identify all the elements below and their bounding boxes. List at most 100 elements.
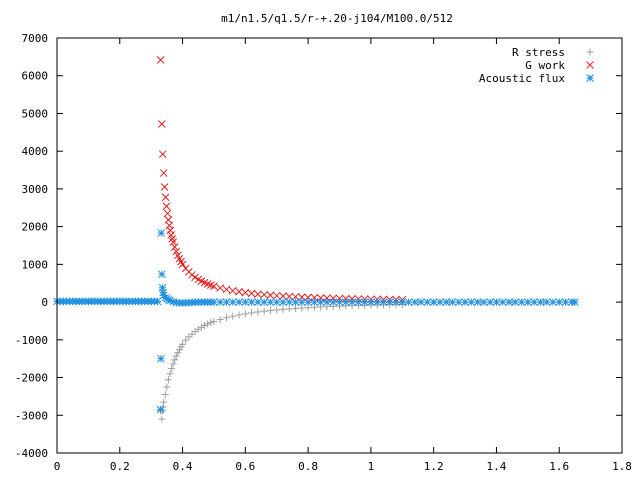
r-stress-point	[210, 318, 218, 326]
legend-label-acoustic-flux: Acoustic flux	[479, 72, 565, 85]
g-work-point	[247, 289, 256, 298]
r-stress-point	[160, 398, 168, 406]
acoustic-flux-point	[216, 298, 225, 306]
y-tick-label: 7000	[22, 32, 49, 45]
y-tick-label: -4000	[15, 447, 48, 460]
acoustic-flux-point	[511, 298, 520, 306]
acoustic-flux-point	[480, 298, 488, 306]
acoustic-flux-point	[260, 298, 269, 306]
r-stress-point	[260, 307, 268, 315]
plot-frame	[56, 37, 623, 454]
axes: 0 0.2 0.4 0.6 0.8 1 1.2 1.4 1.6 1.8 -4000 -3000 -200…	[15, 32, 632, 473]
g-work-point	[285, 292, 294, 301]
acoustic-flux-point	[247, 298, 256, 306]
r-stress-point	[172, 352, 180, 360]
r-stress-point	[279, 305, 287, 313]
g-work-point	[161, 193, 170, 202]
g-work-point	[254, 290, 262, 298]
y-tick-label: -2000	[15, 372, 48, 385]
x-tick-label: 1.4	[487, 460, 507, 473]
acoustic-flux-point	[153, 297, 162, 306]
acoustic-flux-point	[310, 298, 319, 306]
r-stress-point	[273, 306, 281, 314]
legend-label-g-work: G work	[525, 59, 565, 72]
acoustic-flux-point	[492, 298, 501, 306]
acoustic-flux-point	[279, 298, 287, 306]
g-work-point	[163, 209, 172, 218]
acoustic-flux-point	[329, 298, 338, 306]
r-stress-point	[229, 312, 237, 320]
g-work-point	[228, 286, 237, 295]
g-work-point	[178, 260, 187, 269]
g-work-point	[279, 292, 287, 300]
acoustic-flux-point	[436, 298, 444, 306]
acoustic-flux-point	[341, 298, 350, 306]
x-tick-label: 0.6	[235, 460, 255, 473]
acoustic-flux-point	[429, 298, 438, 306]
acoustic-flux-point	[297, 298, 306, 306]
legend-marker-r-stress	[586, 48, 594, 56]
y-tick-label: 2000	[22, 221, 49, 234]
acoustic-flux-point	[285, 298, 294, 306]
acoustic-flux-point	[272, 298, 281, 306]
g-work-point	[166, 226, 175, 235]
r-stress-point	[285, 305, 293, 313]
g-work-point	[335, 294, 344, 303]
r-stress-point	[179, 340, 187, 348]
r-stress-point	[241, 310, 249, 318]
acoustic-flux-point	[498, 298, 507, 306]
x-tick-label: 0.2	[110, 460, 130, 473]
y-tick-label: 6000	[22, 70, 49, 83]
acoustic-flux-point	[517, 298, 526, 306]
legend-marker-g-work	[586, 61, 594, 69]
r-stress-point	[292, 304, 300, 312]
acoustic-flux-point	[157, 270, 166, 279]
y-tick-label: 0	[41, 296, 48, 309]
x-tick-label: 1.8	[612, 460, 632, 473]
g-work-point	[272, 291, 281, 300]
acoustic-flux-point	[235, 298, 243, 306]
acoustic-flux-point	[373, 298, 382, 306]
acoustic-flux-point	[392, 298, 400, 306]
y-tick-label: 1000	[22, 258, 49, 271]
acoustic-flux-point	[222, 298, 231, 306]
acoustic-flux-point	[423, 298, 432, 306]
g-work-point	[216, 284, 225, 292]
legend-label-r-stress: R stress	[512, 46, 565, 59]
x-tick-label: 0	[54, 460, 61, 473]
r-stress-point	[164, 376, 172, 384]
g-work-point	[157, 120, 166, 128]
acoustic-flux-point	[555, 298, 564, 306]
g-work-point	[158, 150, 167, 159]
acoustic-flux-point	[254, 298, 262, 306]
r-stress-point	[216, 315, 224, 323]
acoustic-flux-point	[523, 298, 532, 306]
acoustic-flux-point	[228, 298, 237, 306]
acoustic-flux-point	[266, 298, 275, 306]
acoustic-flux-point	[542, 298, 551, 306]
r-stress-point	[197, 323, 205, 331]
x-tick-label: 1.2	[424, 460, 444, 473]
acoustic-flux-point	[473, 298, 482, 306]
g-work-point	[162, 202, 171, 211]
r-stress-point	[166, 370, 174, 378]
acoustic-flux-point	[157, 229, 166, 237]
acoustic-flux-point	[354, 298, 363, 306]
r-stress-point	[235, 311, 243, 319]
acoustic-flux-point	[549, 298, 557, 306]
r-stress-point	[204, 320, 212, 328]
x-tick-label: 1.6	[549, 460, 569, 473]
acoustic-flux-point	[385, 298, 394, 306]
r-stress-point	[163, 383, 171, 391]
g-work-point	[156, 56, 165, 64]
acoustic-flux-point	[156, 405, 165, 414]
r-stress-point	[266, 307, 274, 315]
acoustic-flux-point	[404, 298, 413, 306]
y-tick-label: -1000	[15, 334, 48, 347]
r-stress-point	[161, 391, 169, 399]
acoustic-flux-point	[442, 298, 451, 306]
g-work-point	[329, 294, 338, 303]
g-work-point	[169, 238, 177, 246]
